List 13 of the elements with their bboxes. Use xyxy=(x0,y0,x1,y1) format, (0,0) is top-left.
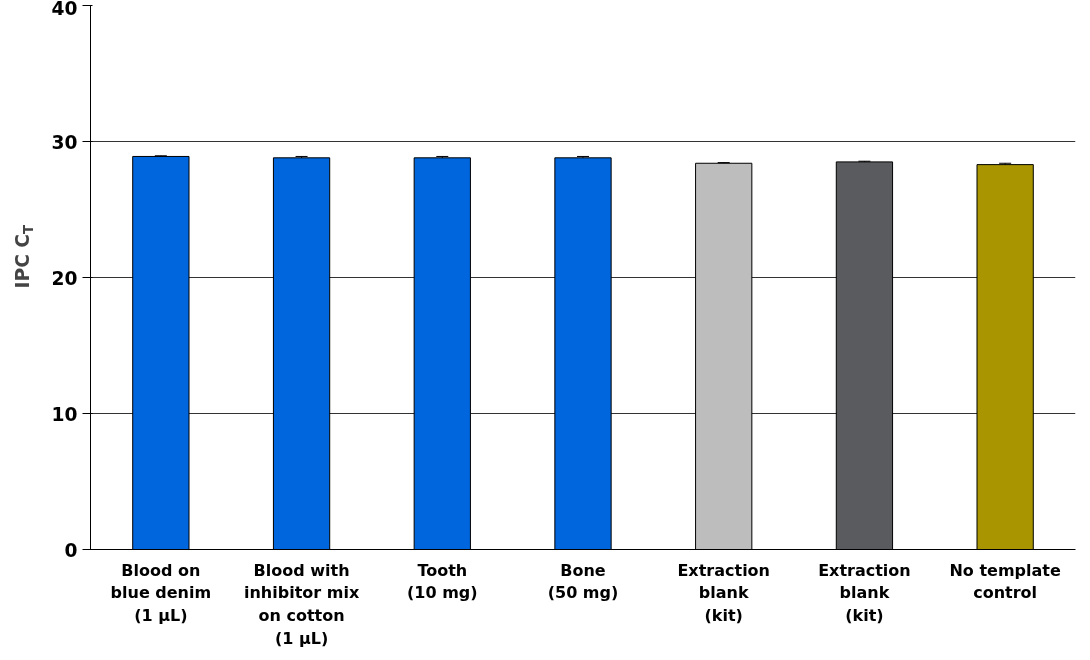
x-tick-label: No template control xyxy=(949,560,1061,603)
x-tick-label: Blood on blue denim (1 µL) xyxy=(110,560,212,626)
x-tick-label: Extraction blank (kit) xyxy=(677,560,771,626)
y-tick-label: 0 xyxy=(64,539,78,561)
y-tick-label: 20 xyxy=(51,267,78,289)
x-tick-label: Blood with inhibitor mix on cotton (1 µL) xyxy=(243,560,360,648)
x-tick-label: Bone (50 mg) xyxy=(547,560,619,603)
y-tick-label: 40 xyxy=(51,0,78,19)
y-tick-label: 10 xyxy=(51,403,78,425)
y-tick-label: 30 xyxy=(51,131,78,153)
x-tick-label: Tooth (10 mg) xyxy=(406,560,478,603)
x-tick-label: Extraction blank (kit) xyxy=(818,560,911,626)
y-axis-title: IPC CT xyxy=(12,223,36,289)
